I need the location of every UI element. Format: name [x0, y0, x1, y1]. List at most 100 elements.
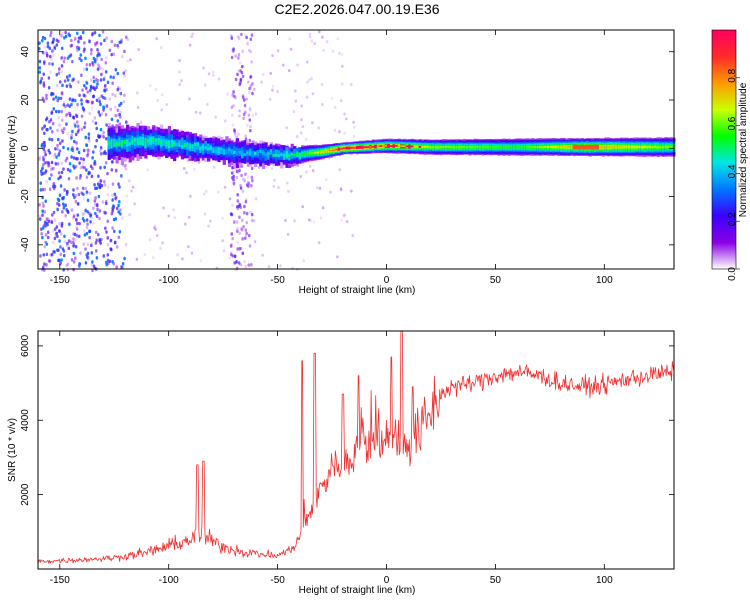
band-cell [186, 143, 190, 147]
noise-cell [61, 247, 65, 251]
noise-cell [338, 168, 341, 172]
noise-cell [124, 242, 128, 247]
band-cell [358, 146, 362, 149]
noise-cell [38, 47, 41, 51]
noise-cell [241, 189, 245, 194]
noise-cell [48, 46, 51, 51]
noise-cell [60, 128, 64, 133]
noise-cell [43, 210, 46, 214]
noise-cell [287, 69, 291, 73]
noise-cell [78, 161, 81, 165]
noise-cell [78, 221, 81, 226]
band-cell [491, 146, 496, 149]
colorbar: 0.0 0.2 0.4 0.6 0.8 Normalized spectral ampl… [711, 29, 749, 281]
noise-cell [238, 109, 241, 113]
noise-cell [62, 59, 66, 64]
noise-cell [55, 155, 58, 159]
noise-cell [91, 156, 94, 160]
band-cell [214, 148, 219, 152]
band-cell [316, 151, 321, 154]
noise-cell [244, 264, 248, 269]
noise-cell [235, 169, 239, 174]
noise-cell [87, 148, 91, 153]
noise-cell [67, 111, 71, 116]
noise-cell [81, 186, 85, 191]
noise-cell [316, 186, 319, 190]
noise-cell [233, 261, 236, 265]
noise-cell [75, 234, 79, 238]
noise-cell [91, 119, 95, 124]
noise-cell [45, 180, 49, 184]
band-cell [112, 139, 117, 145]
noise-cell [120, 175, 124, 179]
noise-cell [77, 39, 80, 44]
noise-cell [45, 242, 49, 246]
noise-cell [41, 38, 44, 43]
band-cell [476, 145, 480, 148]
noise-cell [69, 169, 72, 173]
noise-cell [105, 36, 108, 40]
noise-cell [61, 196, 64, 200]
noise-cell [237, 56, 240, 60]
noise-cell [71, 146, 74, 150]
noise-cell [42, 51, 46, 56]
noise-cell [319, 216, 323, 220]
x-tick-label: 100 [596, 275, 613, 286]
noise-cell [89, 220, 92, 224]
band-cell [180, 145, 185, 149]
noise-cell [110, 211, 114, 216]
noise-cell [92, 221, 95, 225]
noise-cell [94, 202, 97, 207]
noise-cell [60, 56, 63, 61]
noise-cell [58, 141, 62, 146]
noise-cell [52, 155, 56, 159]
band-cell [601, 146, 605, 149]
noise-cell [82, 148, 86, 153]
noise-cell [137, 47, 140, 51]
band-cell [421, 146, 425, 148]
noise-cell [57, 39, 60, 44]
noise-cell [54, 109, 58, 114]
noise-cell [77, 36, 81, 40]
x-tick-label: -50 [270, 575, 285, 586]
noise-cell [100, 94, 103, 98]
y-tick-label: 0 [20, 145, 31, 151]
noise-cell [230, 36, 234, 40]
noise-cell [244, 200, 248, 204]
noise-cell [74, 238, 77, 242]
noise-cell [308, 78, 311, 82]
band-cell [222, 149, 226, 155]
band-cell [149, 137, 153, 142]
band-cell [139, 140, 143, 145]
noise-cell [102, 151, 106, 155]
noise-cell [109, 238, 113, 243]
band-cell [429, 146, 433, 149]
noise-cell [58, 123, 61, 127]
noise-cell [104, 83, 107, 88]
noise-cell [106, 219, 110, 223]
noise-cell [55, 43, 59, 47]
noise-cell [52, 97, 55, 101]
noise-cell [235, 260, 238, 264]
noise-cell [46, 222, 49, 227]
noise-cell [73, 232, 77, 237]
noise-cell [85, 190, 89, 194]
noise-cell [153, 224, 157, 228]
noise-cell [56, 147, 59, 151]
band-cell [528, 145, 532, 149]
noise-cell [38, 157, 41, 161]
noise-cell [329, 190, 332, 194]
band-cell [246, 151, 250, 155]
noise-cell [40, 232, 43, 236]
noise-cell [85, 168, 88, 172]
noise-cell [95, 78, 98, 82]
noise-cell [70, 208, 74, 212]
noise-cell [62, 253, 66, 258]
noise-cell [46, 230, 50, 235]
noise-cell [94, 144, 97, 149]
noise-cell [268, 97, 272, 101]
noise-cell [118, 103, 121, 108]
noise-cell [231, 254, 234, 258]
noise-cell [123, 256, 126, 261]
noise-cell [52, 250, 55, 254]
